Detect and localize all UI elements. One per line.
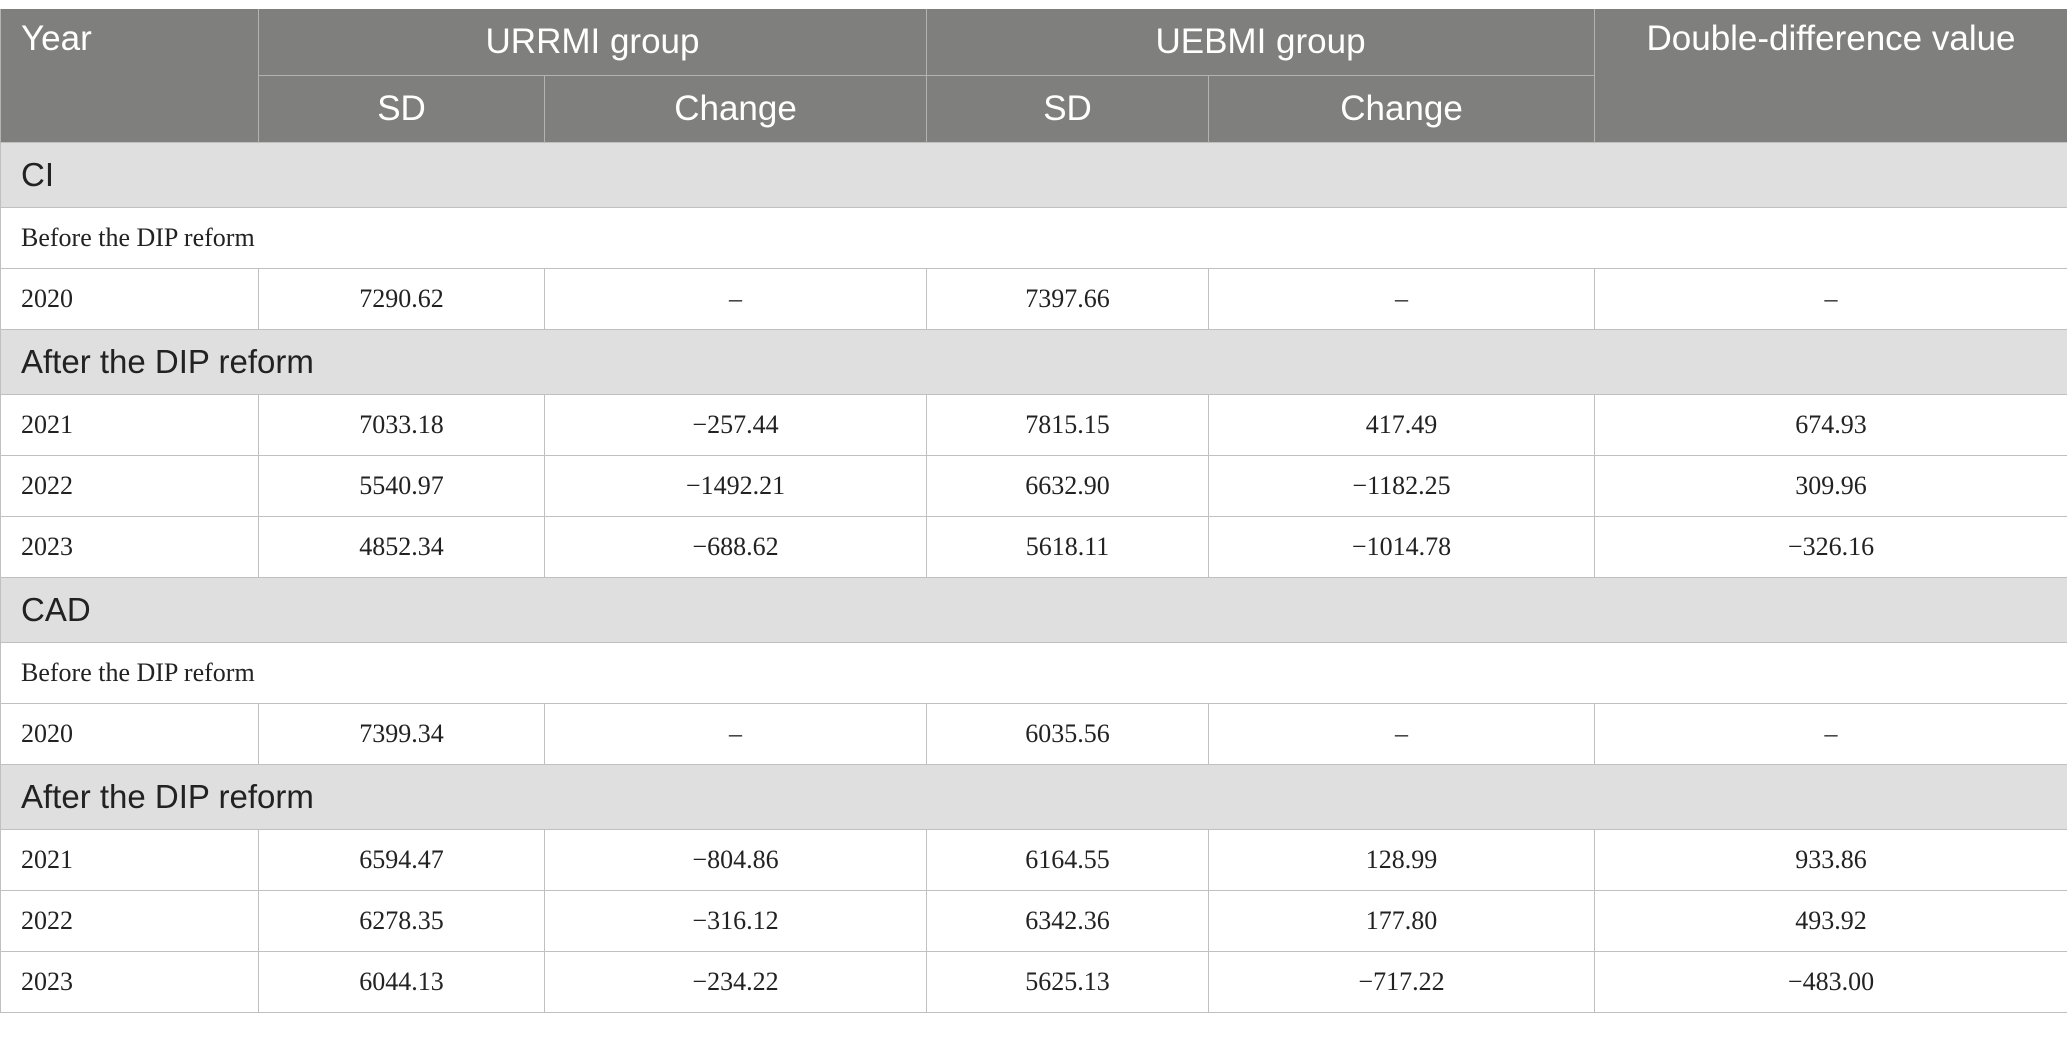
period-row: Before the DIP reform bbox=[0, 642, 2067, 704]
table-row: 2023 4852.34 −688.62 5618.11 −1014.78 −326.16 bbox=[0, 516, 2067, 578]
table-row: 2020 7399.34–6035.56– – bbox=[0, 703, 2067, 765]
table-row: 2021 7033.18 −257.44 7815.15 417.49 674.93 bbox=[0, 394, 2067, 456]
period-label: After the DIP reform bbox=[0, 764, 2067, 830]
double-difference-cell: – bbox=[1594, 703, 2067, 765]
urrmi-sd-cell: 7290.62 bbox=[258, 268, 545, 330]
header-row-subcolumns: SD Change SD Change bbox=[1, 75, 2067, 143]
period-label: After the DIP reform bbox=[0, 329, 2067, 395]
period-label: Before the DIP reform bbox=[0, 642, 2067, 704]
period-row: After the DIP reform bbox=[0, 764, 2067, 830]
table-row: 2022 6278.35 −316.12 6342.36 177.80 493.92 bbox=[0, 890, 2067, 952]
double-difference-cell: 933.86 bbox=[1594, 829, 2067, 891]
data-table: Year URRMI group UEBMI group Double-diff… bbox=[0, 9, 2067, 1013]
urrmi-sd-cell: 6278.35 bbox=[258, 890, 545, 952]
year-cell: 2020 bbox=[0, 703, 259, 765]
uebmi-sd-cell: 7397.66 bbox=[926, 268, 1210, 330]
double-difference-cell: – bbox=[1594, 268, 2067, 330]
year-cell: 2022 bbox=[0, 890, 259, 952]
double-difference-header: Double-difference value bbox=[1594, 9, 2067, 143]
uebmi-change-cell: 128.99 bbox=[1208, 829, 1596, 891]
urrmi-sd-cell: 6594.47 bbox=[258, 829, 545, 891]
year-column-header: Year bbox=[0, 9, 259, 143]
period-row: After the DIP reform bbox=[0, 329, 2067, 395]
year-cell: 2020 bbox=[0, 268, 259, 330]
urrmi-change-cell: −257.44 bbox=[543, 394, 928, 456]
urrmi-sd-cell: 7399.34 bbox=[258, 703, 545, 765]
table-row: 2023 6044.13 −234.22 5625.13 −717.22 −483.00 bbox=[0, 951, 2067, 1013]
section-row: CI bbox=[0, 142, 2067, 208]
double-difference-cell: 493.92 bbox=[1594, 890, 2067, 952]
uebmi-change-cell: 417.49 bbox=[1208, 394, 1596, 456]
uebmi-change-cell: −1182.25 bbox=[1208, 455, 1596, 517]
uebmi-sd-cell: 5618.11 bbox=[926, 516, 1210, 578]
urrmi-change-cell: −688.62 bbox=[543, 516, 928, 578]
period-label: Before the DIP reform bbox=[0, 207, 2067, 269]
double-difference-cell: 674.93 bbox=[1594, 394, 2067, 456]
table-row: 2021 6594.47 −804.86 6164.55 128.99 933.86 bbox=[0, 829, 2067, 891]
section-label: CI bbox=[0, 142, 2067, 208]
year-cell: 2021 bbox=[0, 394, 259, 456]
urrmi-group-header: URRMI group bbox=[257, 9, 928, 76]
urrmi-change-cell: – bbox=[543, 703, 928, 765]
period-row: Before the DIP reform bbox=[0, 207, 2067, 269]
table-row: 2022 5540.97 −1492.21 6632.90 −1182.25 309.96 bbox=[0, 455, 2067, 517]
year-cell: 2021 bbox=[0, 829, 259, 891]
uebmi-change-header: Change bbox=[1208, 75, 1596, 143]
urrmi-sd-cell: 6044.13 bbox=[258, 951, 545, 1013]
section-row: CAD bbox=[0, 577, 2067, 643]
uebmi-sd-cell: 6342.36 bbox=[926, 890, 1210, 952]
uebmi-sd-cell: 6035.56 bbox=[926, 703, 1210, 765]
urrmi-change-cell: −316.12 bbox=[543, 890, 928, 952]
uebmi-sd-cell: 5625.13 bbox=[926, 951, 1210, 1013]
uebmi-change-cell: – bbox=[1208, 268, 1596, 330]
uebmi-sd-cell: 6164.55 bbox=[926, 829, 1210, 891]
uebmi-change-cell: −1014.78 bbox=[1208, 516, 1596, 578]
urrmi-sd-cell: 5540.97 bbox=[258, 455, 545, 517]
uebmi-sd-cell: 7815.15 bbox=[926, 394, 1210, 456]
uebmi-sd-cell: 6632.90 bbox=[926, 455, 1210, 517]
year-cell: 2023 bbox=[0, 951, 259, 1013]
year-cell: 2022 bbox=[0, 455, 259, 517]
double-difference-cell: −326.16 bbox=[1594, 516, 2067, 578]
urrmi-sd-header: SD bbox=[258, 75, 545, 143]
section-label: CAD bbox=[0, 577, 2067, 643]
table-row: 2020 7290.62–7397.66– – bbox=[0, 268, 2067, 330]
double-difference-cell: −483.00 bbox=[1594, 951, 2067, 1013]
urrmi-change-cell: −1492.21 bbox=[543, 455, 928, 517]
urrmi-change-cell: – bbox=[543, 268, 928, 330]
urrmi-change-cell: −804.86 bbox=[543, 829, 928, 891]
header-row-groups: Year URRMI group UEBMI group Double-diff… bbox=[0, 9, 2067, 143]
uebmi-sd-header: SD bbox=[926, 75, 1210, 143]
uebmi-change-cell: – bbox=[1208, 703, 1596, 765]
year-cell: 2023 bbox=[0, 516, 259, 578]
urrmi-change-cell: −234.22 bbox=[543, 951, 928, 1013]
uebmi-group-header: UEBMI group bbox=[926, 9, 1596, 76]
table-header: Year URRMI group UEBMI group Double-diff… bbox=[0, 9, 2067, 143]
double-difference-cell: 309.96 bbox=[1594, 455, 2067, 517]
uebmi-change-cell: −717.22 bbox=[1208, 951, 1596, 1013]
urrmi-sd-cell: 4852.34 bbox=[258, 516, 545, 578]
urrmi-sd-cell: 7033.18 bbox=[258, 394, 545, 456]
urrmi-change-header: Change bbox=[543, 75, 928, 143]
table-body: CI Before the DIP reform 2020 7290.62–7397.… bbox=[0, 142, 2067, 1013]
uebmi-change-cell: 177.80 bbox=[1208, 890, 1596, 952]
